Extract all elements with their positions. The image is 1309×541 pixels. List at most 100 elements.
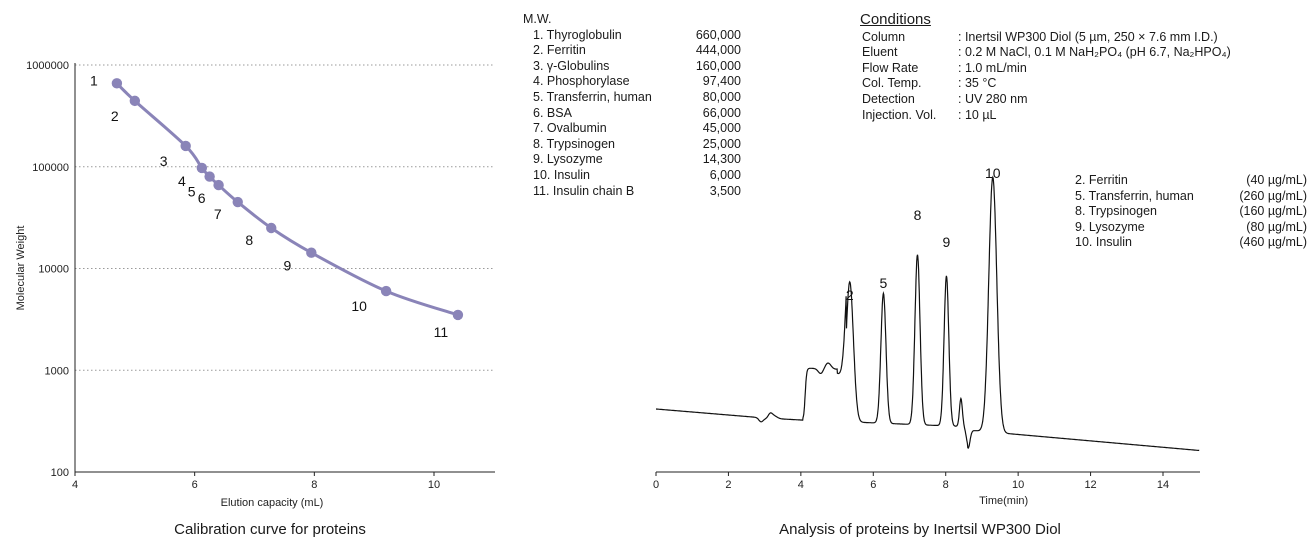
calibration-point [180, 140, 191, 152]
sample-row-value: (260 µg/mL) [1239, 188, 1307, 203]
x-tick-label: 2 [725, 479, 731, 491]
condition-row: Injection. Vol.: 10 µL [862, 108, 1231, 124]
point-label: 5 [188, 184, 196, 200]
condition-row-label: Column [862, 29, 906, 44]
condition-row-value: : 0.2 M NaCl, 0.1 M NaH₂PO₄ (pH 6.7, Na₂… [958, 45, 1231, 60]
condition-row-value: : 10 µL [958, 107, 997, 122]
condition-row-value: : UV 280 nm [958, 91, 1028, 106]
chromatogram-trace [656, 175, 1200, 452]
sample-row-label: 8. Trypsinogen [1075, 204, 1157, 219]
mw-row: 11. Insulin chain B 3,500 [523, 184, 741, 200]
point-label: 10 [351, 298, 367, 314]
point-label: 8 [245, 232, 253, 248]
condition-row: Col. Temp.: 35 °C [862, 76, 1231, 92]
condition-row: Flow Rate : 1.0 mL/min [862, 61, 1231, 77]
mw-header: M.W. [523, 12, 552, 26]
sample-row-label: 5. Transferrin, human [1075, 188, 1194, 203]
mw-row-label: 4. Phosphorylase [533, 74, 630, 89]
x-tick-label: 14 [1157, 479, 1169, 491]
mw-row: 6. BSA 66,000 [523, 106, 741, 122]
peak-label: 5 [880, 275, 888, 291]
chromatogram-chart-title: Analysis of proteins by Inertsil WP300 D… [779, 521, 1061, 538]
mw-row: 8. Trypsinogen 25,000 [523, 137, 741, 153]
x-tick-label: 12 [1084, 479, 1096, 491]
condition-row-label: Detection [862, 91, 915, 106]
sample-row: 9. Lysozyme (80 µg/mL) [1075, 220, 1307, 236]
point-label: 11 [434, 324, 449, 340]
sample-row-label: 9. Lysozyme [1075, 219, 1145, 234]
calibration-point [129, 95, 141, 107]
x-axis-label: Time(min) [979, 495, 1028, 507]
peak-label: 10 [985, 165, 1001, 181]
x-tick-label: 6 [870, 479, 876, 491]
calibration-point [204, 171, 215, 182]
y-tick-label: 100000 [32, 162, 69, 174]
condition-row-label: Flow Rate [862, 60, 919, 75]
mw-row-label: 8. Trypsinogen [533, 136, 615, 151]
mw-row: 7. Ovalbumin 45,000 [523, 121, 741, 137]
mw-row-label: 5. Transferrin, human [533, 89, 652, 104]
mw-row-label: 9. Lysozyme [533, 152, 603, 167]
mw-row: 4. Phosphorylase 97,400 [523, 74, 741, 90]
sample-row-value: (80 µg/mL) [1246, 219, 1307, 234]
x-tick-label: 8 [311, 479, 317, 491]
point-label: 6 [198, 190, 206, 206]
y-axis-label: Molecular Weight [15, 226, 27, 311]
conditions-title: Conditions [860, 11, 931, 28]
calibration-point [196, 162, 208, 174]
calibration-point [111, 78, 123, 89]
mw-row-value: 45,000 [702, 121, 741, 136]
condition-row-value: : 1.0 mL/min [958, 60, 1027, 75]
y-tick-label: 1000 [45, 365, 69, 377]
mw-row: 2. Ferritin 444,000 [523, 43, 741, 59]
chromatogram-chart: 0 2 4 6 8 10 12 14 Time(min) 2 5 8 9 10 [653, 165, 1200, 507]
condition-row-label: Eluent [862, 45, 898, 60]
condition-row: Eluent : 0.2 M NaCl, 0.1 M NaH₂PO₄ (pH 6.… [862, 45, 1231, 61]
peak-label: 2 [846, 287, 854, 303]
condition-row: Detection : UV 280 nm [862, 92, 1231, 108]
calibration-point [266, 222, 277, 234]
calibration-point [452, 309, 464, 321]
sample-row: 5. Transferrin, human (260 µg/mL) [1075, 189, 1307, 205]
mw-row-label: 1. Thyroglobulin [533, 27, 622, 42]
point-label: 4 [178, 173, 186, 189]
conditions-panel: Conditions Column: Inertsil WP300 Diol (… [860, 11, 1231, 124]
x-tick-label: 10 [428, 479, 440, 491]
point-label: 3 [160, 153, 168, 169]
mw-row-value: 97,400 [702, 74, 741, 89]
condition-row-label: Col. Temp. [862, 76, 922, 91]
point-label: 1 [90, 72, 98, 88]
peak-label: 8 [914, 207, 922, 223]
condition-row: Column: Inertsil WP300 Diol (5 µm, 250 ×… [862, 30, 1231, 46]
mw-row-value: 6,000 [709, 167, 741, 182]
sample-row-value: (40 µg/mL) [1246, 173, 1307, 187]
mw-row-label: 10. Insulin [533, 167, 590, 182]
mw-row-value: 14,300 [702, 152, 741, 167]
sample-row-value: (160 µg/mL) [1239, 204, 1307, 219]
point-label: 7 [214, 206, 222, 222]
point-label: 2 [111, 108, 119, 124]
mw-row-value: 25,000 [702, 136, 741, 151]
mw-row: 5. Transferrin, human 80,000 [523, 90, 741, 106]
point-label: 9 [283, 258, 291, 274]
mw-row-value: 160,000 [695, 58, 741, 73]
mw-row-value: 80,000 [702, 89, 741, 104]
sample-row: 10. Insulin (460 µg/mL) [1075, 235, 1307, 251]
calibration-point [232, 196, 243, 208]
sample-concentration-list: 2. Ferritin (40 µg/mL) 5. Transferrin, hum… [1075, 173, 1307, 251]
sample-row: 2. Ferritin (40 µg/mL) [1075, 173, 1307, 189]
mw-row-label: 11. Insulin chain B [533, 183, 635, 198]
mw-row-value: 444,000 [695, 43, 741, 58]
x-axis-label: Elution capacity (mL) [221, 497, 324, 509]
mw-row-value: 3,500 [709, 183, 741, 198]
mw-row: 10. Insulin 6,000 [523, 168, 741, 184]
mw-row-label: 3. γ-Globulins [533, 58, 610, 73]
x-tick-label: 4 [798, 479, 804, 491]
mw-row: 9. Lysozyme 14,300 [523, 152, 741, 168]
x-tick-label: 10 [1012, 479, 1024, 491]
calibration-point [380, 285, 392, 297]
y-tick-label: 10000 [38, 264, 69, 276]
molecular-weight-list: M.W. 1. Thyroglobulin 660,000 2. Ferritin 4… [523, 12, 741, 199]
